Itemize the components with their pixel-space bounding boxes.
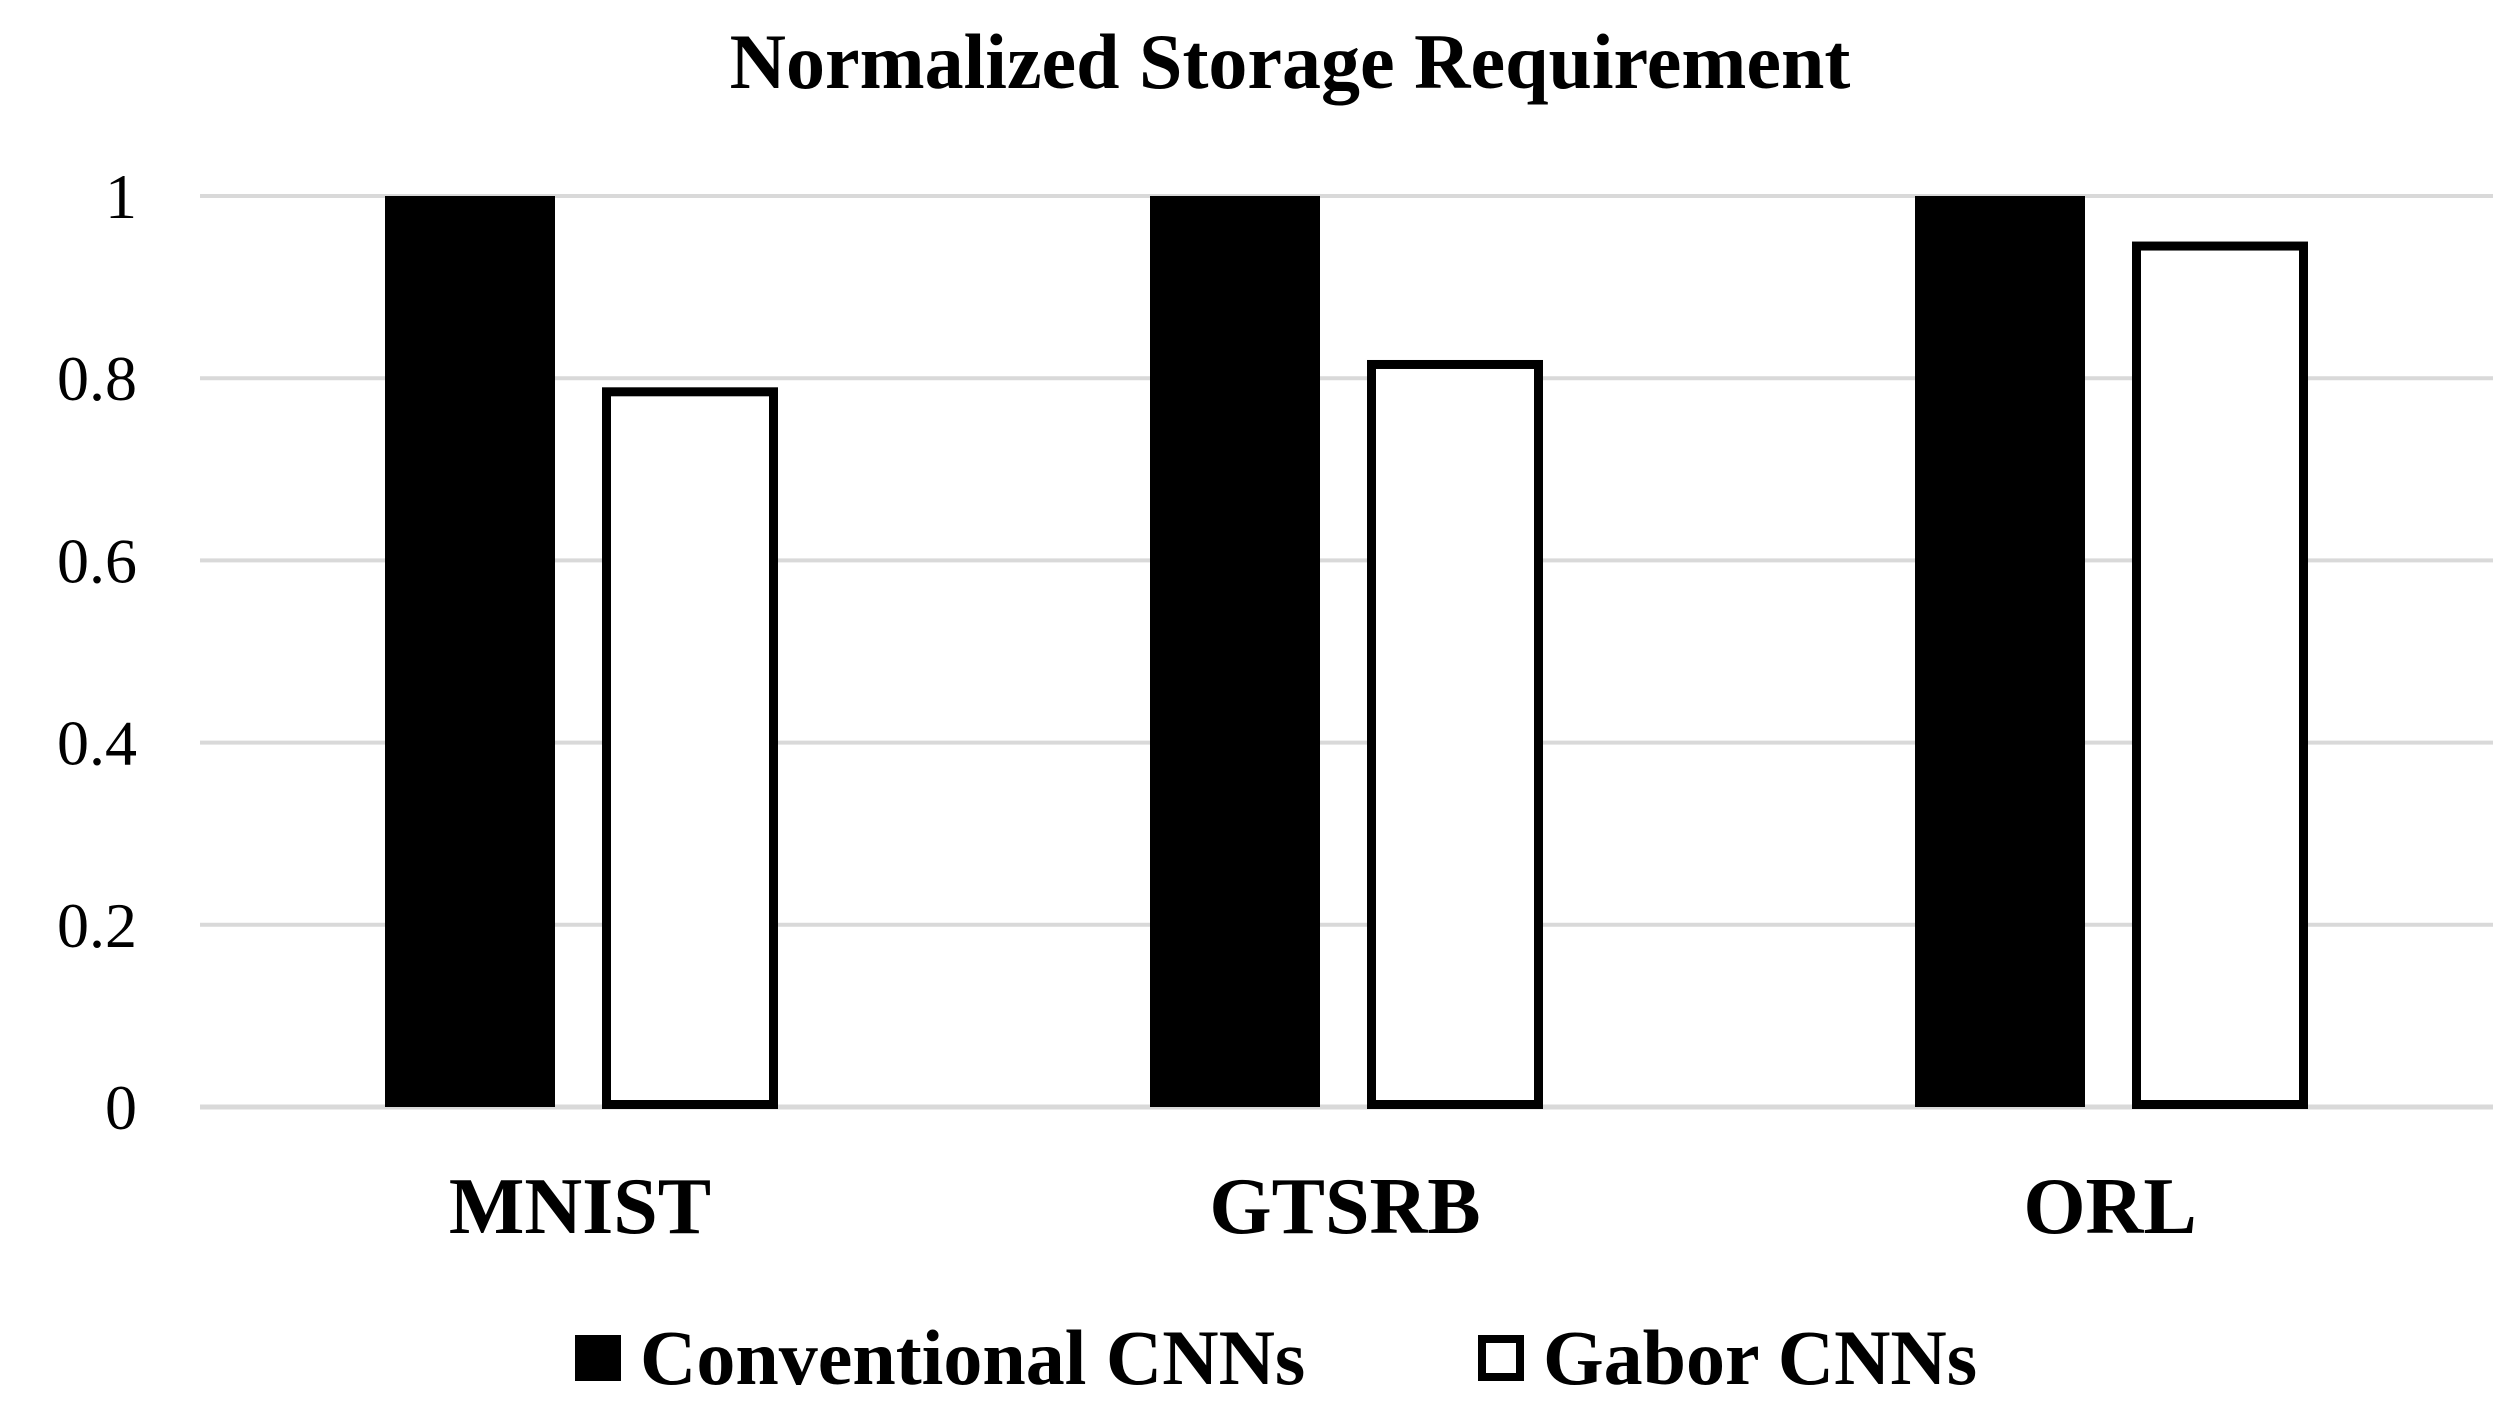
x-tick-label: GTSRB [1209, 1163, 1480, 1251]
bar-orl-conventional [1915, 196, 2085, 1107]
legend-label: Conventional CNNs [640, 1314, 1305, 1401]
x-tick-label: ORL [2023, 1163, 2196, 1251]
y-tick-label: 1 [105, 161, 137, 232]
legend-swatch [1478, 1335, 1524, 1381]
chart-title: Normalized Storage Requirement [730, 18, 1851, 105]
y-tick-label: 0.4 [57, 708, 137, 779]
legend-label: Gabor CNNs [1543, 1314, 1977, 1401]
y-tick-label: 0.8 [57, 343, 137, 414]
bar-gtsrb-conventional [1150, 196, 1320, 1107]
legend-swatch [575, 1335, 621, 1381]
bar-mnist-conventional [385, 196, 555, 1107]
y-tick-label: 0 [105, 1072, 137, 1143]
y-tick-label: 0.6 [57, 525, 137, 596]
bar-mnist-gabor [602, 387, 778, 1109]
bar-gtsrb-gabor [1367, 359, 1543, 1110]
legend-item: Gabor CNNs [1478, 1314, 1977, 1401]
x-axis-ticks: MNIST GTSRB ORL [449, 1163, 2197, 1251]
grid-lines [200, 194, 2493, 1110]
bar-orl-gabor [2132, 241, 2308, 1110]
legend-item: Conventional CNNs [575, 1314, 1305, 1401]
legend: Conventional CNNs Gabor CNNs [575, 1314, 1977, 1401]
y-axis-ticks: 0 0.2 0.4 0.6 0.8 1 [57, 161, 137, 1143]
y-tick-label: 0.2 [57, 890, 137, 961]
x-tick-label: MNIST [449, 1163, 711, 1251]
bars [385, 196, 2308, 1110]
